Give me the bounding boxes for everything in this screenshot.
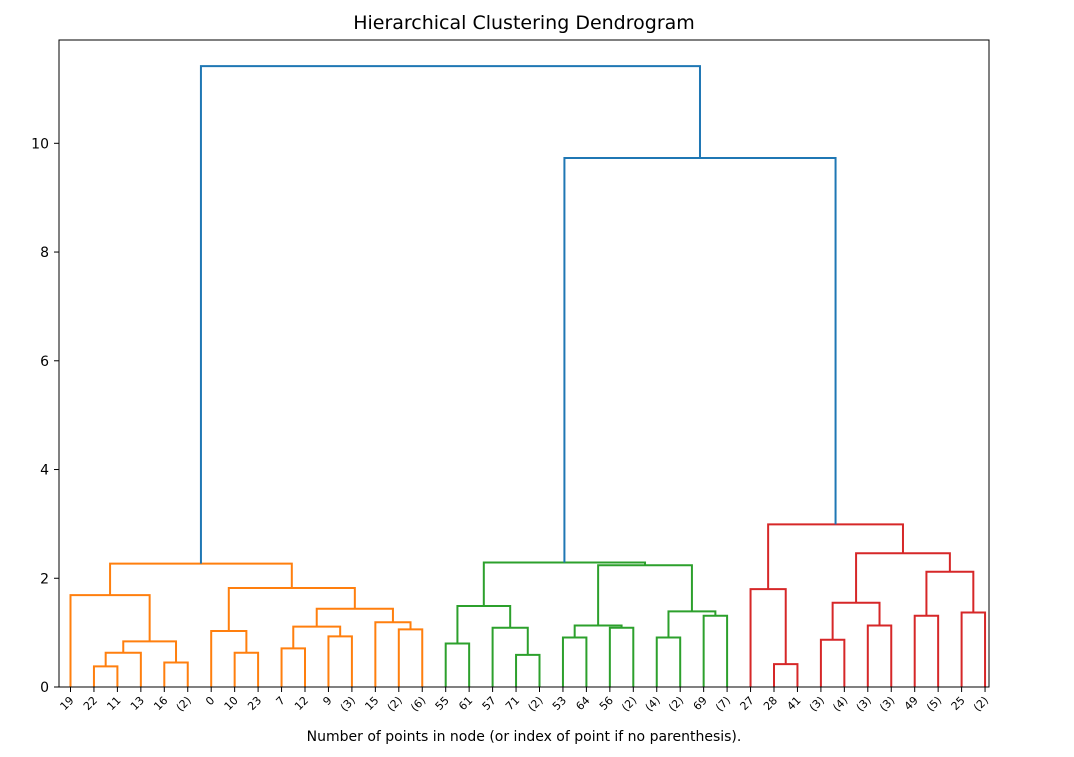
link-a15: [109, 562, 293, 596]
link-g1: [444, 642, 471, 687]
link-r7: [960, 611, 987, 687]
link-a9: [327, 635, 353, 687]
leaf-label: 0: [203, 694, 217, 708]
link-g4: [456, 604, 512, 644]
link-g2: [515, 653, 541, 687]
link-g8: [655, 636, 682, 687]
y-tick-label: 10: [31, 136, 49, 152]
leaf-label: (3): [877, 694, 897, 714]
leaf-label: (5): [924, 694, 944, 714]
link-r10: [767, 523, 904, 590]
link-a1: [92, 665, 119, 687]
chart-title: Hierarchical Clustering Dendrogram: [353, 12, 695, 34]
x-axis-label: Number of points in node (or index of po…: [307, 729, 742, 745]
leaf-label: 53: [550, 694, 569, 713]
y-tick-label: 2: [40, 571, 49, 587]
dendrogram-links: [69, 65, 987, 687]
link-r9: [855, 552, 951, 603]
leaf-label: 22: [81, 694, 100, 713]
leaf-label: 12: [292, 694, 311, 713]
y-tick-label: 0: [40, 680, 49, 696]
link-g11: [597, 564, 693, 626]
leaf-label: (3): [338, 694, 358, 714]
leaf-label: 7: [274, 694, 288, 708]
plot-frame: [58, 39, 990, 688]
x-axis-leaf-labels: 19 22 11 13 16 (2) 0 10 23 7 12 9 (3) 15 (2) (6) 55 61 57 7…: [58, 687, 991, 714]
y-tick-label: 4: [40, 463, 49, 479]
leaf-label: (7): [713, 694, 733, 714]
leaf-label: (4): [830, 694, 850, 714]
leaf-label: 23: [245, 694, 264, 713]
link-g12: [482, 561, 647, 606]
link-r8: [925, 570, 975, 616]
link-g3: [491, 626, 529, 687]
leaf-label: 69: [691, 694, 710, 713]
link-r4: [866, 624, 893, 687]
link-a3: [163, 661, 189, 687]
link-a12: [374, 621, 412, 687]
link-r2: [749, 588, 787, 687]
leaf-label: 64: [573, 694, 592, 713]
leaf-label: 15: [362, 694, 381, 713]
link-a7: [210, 629, 248, 687]
leaf-label: (4): [643, 694, 663, 714]
leaf-label: (2): [174, 694, 194, 714]
leaf-label: 9: [320, 694, 334, 708]
leaf-label: (6): [408, 694, 428, 714]
leaf-label: 56: [597, 694, 616, 713]
y-tick-label: 8: [40, 245, 49, 261]
leaf-label: (3): [807, 694, 827, 714]
link-a11: [397, 628, 424, 687]
link-a8: [280, 647, 306, 687]
leaf-label: 10: [222, 694, 241, 713]
link-b2: [199, 65, 701, 564]
link-g9: [702, 614, 729, 687]
leaf-label: (2): [666, 694, 686, 714]
leaf-label: 16: [151, 694, 170, 713]
leaf-label: (2): [385, 694, 405, 714]
link-r6: [913, 614, 940, 687]
link-b1: [563, 156, 837, 563]
leaf-label: 13: [128, 694, 147, 713]
link-r5: [831, 601, 881, 640]
y-tick-label: 6: [40, 354, 49, 370]
leaf-label: 71: [503, 694, 522, 713]
link-g6: [608, 626, 635, 687]
leaf-label: (2): [525, 694, 545, 714]
leaf-label: 25: [949, 694, 968, 713]
link-g5: [561, 636, 588, 687]
y-axis: 0 2 4 6 8 10: [31, 136, 59, 696]
leaf-label: 55: [433, 694, 452, 713]
leaf-label: 19: [58, 694, 77, 713]
link-a10: [292, 625, 342, 649]
leaf-label: 28: [761, 694, 780, 713]
leaf-label: 41: [784, 694, 803, 713]
leaf-label: (2): [971, 694, 991, 714]
leaf-label: (2): [619, 694, 639, 714]
link-r3: [819, 638, 846, 687]
leaf-label: 57: [480, 694, 499, 713]
leaf-label: 49: [902, 694, 921, 713]
link-a2: [104, 651, 142, 687]
leaf-label: 27: [738, 694, 757, 713]
link-a13: [315, 607, 394, 627]
leaf-label: 61: [456, 694, 475, 713]
link-r1: [773, 663, 799, 687]
leaf-label: 11: [104, 694, 123, 713]
link-a6: [233, 651, 260, 687]
leaf-label: (3): [854, 694, 874, 714]
